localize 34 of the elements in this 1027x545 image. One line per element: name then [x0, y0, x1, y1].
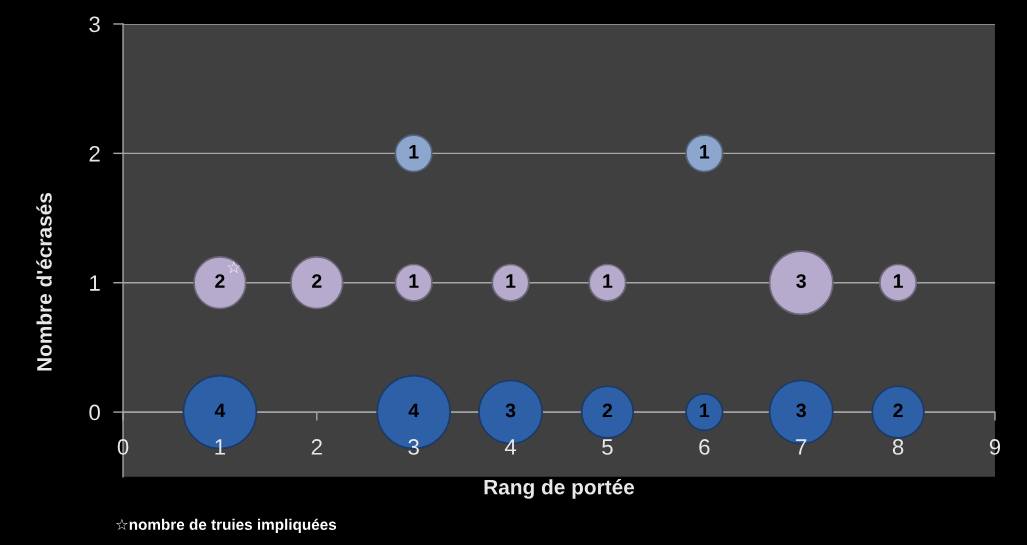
- annotation: 1: [409, 145, 419, 159]
- x-tick-label: 4: [504, 439, 517, 455]
- x-tick-label: 5: [602, 439, 613, 455]
- annotation: 3: [796, 403, 806, 418]
- y-axis-title: Nombre d'écrasés: [36, 193, 52, 371]
- x-tick-label: 8: [892, 439, 904, 455]
- y-tick-label: 1: [90, 275, 100, 291]
- annotation: 4: [214, 403, 226, 418]
- annotation: 2: [602, 403, 613, 418]
- annotation: 3: [796, 274, 806, 288]
- annotation: 1: [506, 274, 516, 288]
- x-tick-label: 7: [796, 439, 807, 455]
- annotation: ☆: [227, 261, 241, 274]
- annotation: 2: [215, 274, 225, 288]
- annotation: 1: [893, 274, 903, 288]
- x-tick-label: 1: [215, 439, 226, 455]
- x-tick-label: 2: [311, 439, 322, 455]
- text: ☆nombre de truies impliquées: [116, 518, 337, 534]
- x-tick-label: 9: [989, 439, 1001, 455]
- x-tick-label: 0: [117, 439, 129, 455]
- annotation: 1: [700, 145, 710, 159]
- y-tick-label: 2: [89, 145, 100, 162]
- x-tick-label: 3: [408, 439, 419, 455]
- annotation: 2: [893, 403, 903, 418]
- annotation: 1: [409, 274, 419, 288]
- annotation: 4: [408, 403, 419, 418]
- annotation: 1: [700, 403, 710, 418]
- x-axis-title: Rang de portée: [484, 479, 635, 499]
- y-tick-label: 0: [89, 404, 100, 421]
- annotation: 3: [505, 403, 516, 418]
- annotation: 2: [312, 274, 322, 288]
- y-tick-label: 3: [89, 16, 100, 33]
- x-tick-label: 6: [699, 439, 710, 455]
- annotation: 1: [603, 274, 613, 288]
